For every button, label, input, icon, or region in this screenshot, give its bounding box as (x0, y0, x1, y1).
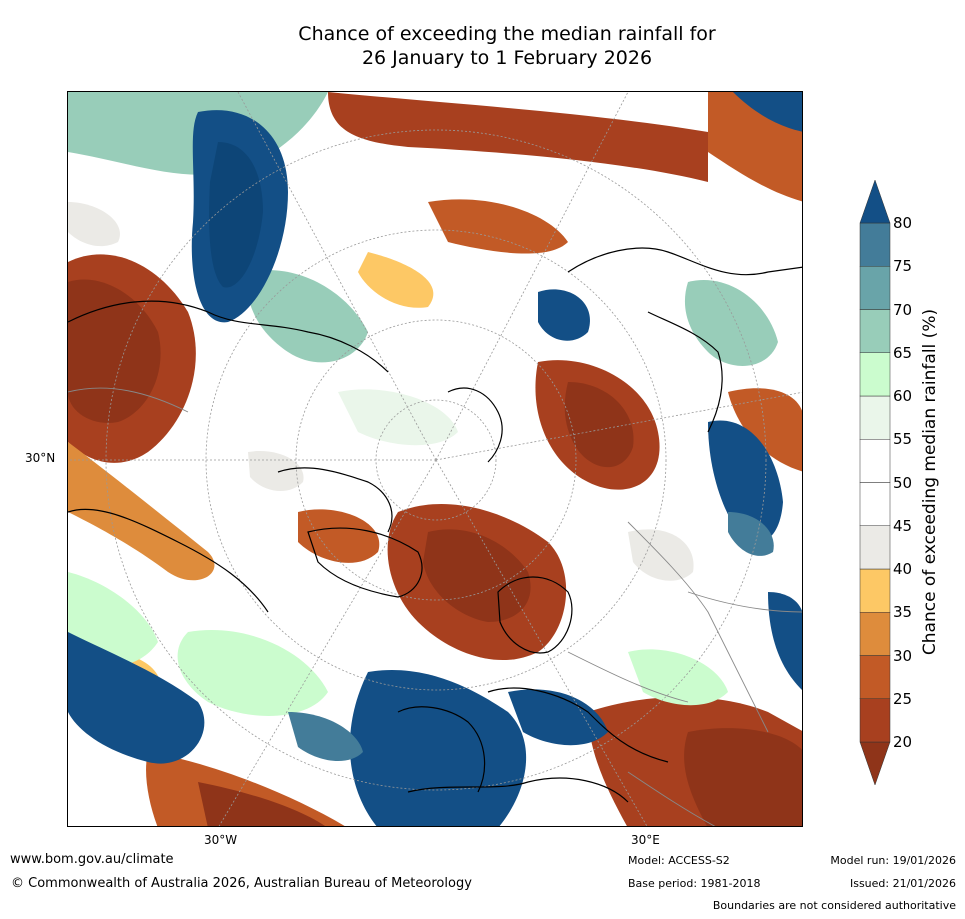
colorbar-tick-label: 25 (893, 689, 913, 708)
colorbar-tick-label: 20 (893, 733, 913, 751)
colorbar-bin (859, 698, 891, 743)
rainfall-map-svg (68, 92, 802, 826)
model-run-info: Model run: 19/01/2026 (830, 854, 956, 867)
longitude-label-30e: 30°E (631, 833, 660, 847)
colorbar-tick-label: 30 (893, 646, 913, 665)
rainfall-map (67, 91, 803, 827)
footer-url[interactable]: www.bom.gov.au/climate (10, 852, 174, 867)
longitude-label-30w: 30°W (204, 833, 238, 847)
colorbar-bins (859, 180, 891, 785)
map-title: Chance of exceeding the median rainfall … (67, 22, 947, 70)
colorbar-tick-label: 80 (893, 214, 913, 232)
map-title-line2: 26 January to 1 February 2026 (361, 47, 653, 69)
model-info: Model: ACCESS-S2 (628, 854, 730, 867)
colorbar-tick-label: 35 (893, 603, 913, 622)
dry-regions (68, 92, 802, 826)
colorbar-bin (859, 482, 891, 526)
colorbar-bin (859, 395, 891, 440)
colorbar-bin (859, 180, 891, 224)
colorbar-bin (859, 309, 891, 353)
issued-info: Issued: 21/01/2026 (849, 877, 956, 890)
colorbar-tick-label: 40 (893, 560, 913, 578)
colorbar-tick-label: 45 (893, 516, 913, 535)
colorbar-tick-label: 55 (893, 430, 913, 449)
boundaries-disclaimer: Boundaries are not considered authoritat… (712, 899, 956, 912)
colorbar-title: Chance of exceeding median rainfall (%) (920, 308, 940, 656)
colorbar-tick-label: 75 (893, 257, 913, 276)
colorbar-bin (859, 612, 891, 656)
latitude-label-30n: 30°N (25, 451, 56, 465)
colorbar-bin (859, 741, 891, 785)
graticule (68, 92, 802, 826)
boundaries (68, 387, 802, 826)
colorbar-tick-label: 65 (893, 343, 913, 362)
colorbar-bin (859, 352, 891, 397)
colorbar (859, 180, 891, 785)
map-title-line1: Chance of exceeding the median rainfall … (298, 23, 716, 45)
colorbar-bin (859, 222, 891, 267)
colorbar-tick-label: 70 (893, 300, 913, 319)
colorbar-bin (859, 266, 891, 310)
coastlines (68, 247, 802, 803)
colorbar-bin (859, 568, 891, 613)
colorbar-tick-label: 60 (893, 387, 913, 405)
wet-regions (68, 92, 802, 826)
colorbar-bin (859, 439, 891, 483)
colorbar-bin (859, 525, 891, 570)
colorbar-tick-label: 50 (893, 473, 913, 492)
base-period-info: Base period: 1981-2018 (628, 877, 761, 890)
footer-copyright: © Commonwealth of Australia 2026, Austra… (11, 876, 472, 891)
colorbar-bin (859, 655, 891, 699)
